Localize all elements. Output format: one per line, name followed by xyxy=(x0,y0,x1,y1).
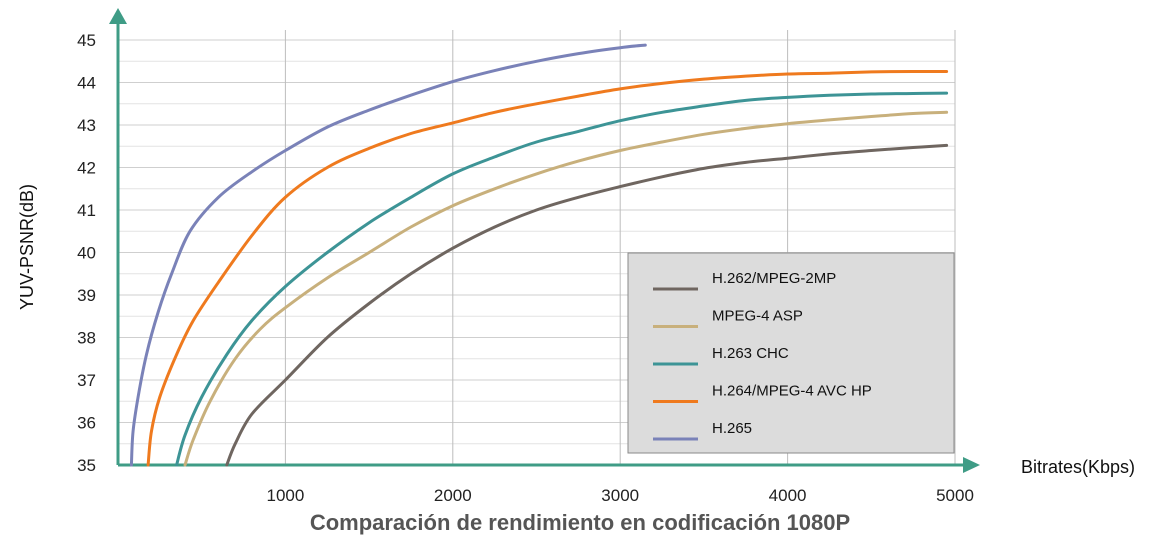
y-axis-label: YUV-PSNR(dB) xyxy=(17,184,37,310)
y-tick-label: 37 xyxy=(77,371,96,390)
y-tick-label: 45 xyxy=(77,31,96,50)
chart-title: Comparación de rendimiento en codificaci… xyxy=(310,510,850,535)
y-tick-label: 44 xyxy=(77,74,96,93)
x-tick-label: 1000 xyxy=(266,486,304,505)
legend-label: H.264/MPEG-4 AVC HP xyxy=(712,383,872,400)
y-tick-label: 43 xyxy=(77,116,96,135)
series-line-2 xyxy=(175,91,949,467)
legend-label: H.263 CHC xyxy=(712,345,789,362)
y-tick-label: 40 xyxy=(77,244,96,263)
y-tick-label: 42 xyxy=(77,159,96,178)
x-tick-label: 4000 xyxy=(769,486,807,505)
y-tick-label: 39 xyxy=(77,286,96,305)
x-tick-label: 2000 xyxy=(434,486,472,505)
x-tick-label: 5000 xyxy=(936,486,974,505)
y-tick-label: 41 xyxy=(77,201,96,220)
x-tick-label: 3000 xyxy=(601,486,639,505)
legend-label: H.262/MPEG-2MP xyxy=(712,270,836,287)
y-axis-arrow-icon xyxy=(109,8,127,24)
legend-label: H.265 xyxy=(712,420,752,437)
axes xyxy=(109,8,980,473)
legend-label: MPEG-4 ASP xyxy=(712,308,803,325)
series-line-3 xyxy=(146,69,949,467)
tick-labels: 35 36 37 38 39 40 41 42 43 44 45 1000 2000 3000 4000 50… xyxy=(77,31,974,505)
y-tick-label: 35 xyxy=(77,456,96,475)
x-axis-arrow-icon xyxy=(963,457,980,473)
x-axis-label: Bitrates(Kbps) xyxy=(1021,457,1135,477)
series-lines xyxy=(129,43,949,467)
series-line-4 xyxy=(129,43,647,467)
legend: H.262/MPEG-2MP MPEG-4 ASP H.263 CHC H.264/M… xyxy=(627,252,955,454)
y-tick-label: 38 xyxy=(77,329,96,348)
y-tick-label: 36 xyxy=(77,414,96,433)
series-line-1 xyxy=(183,110,949,467)
legend-box xyxy=(627,252,955,454)
series-line-0 xyxy=(225,143,949,467)
